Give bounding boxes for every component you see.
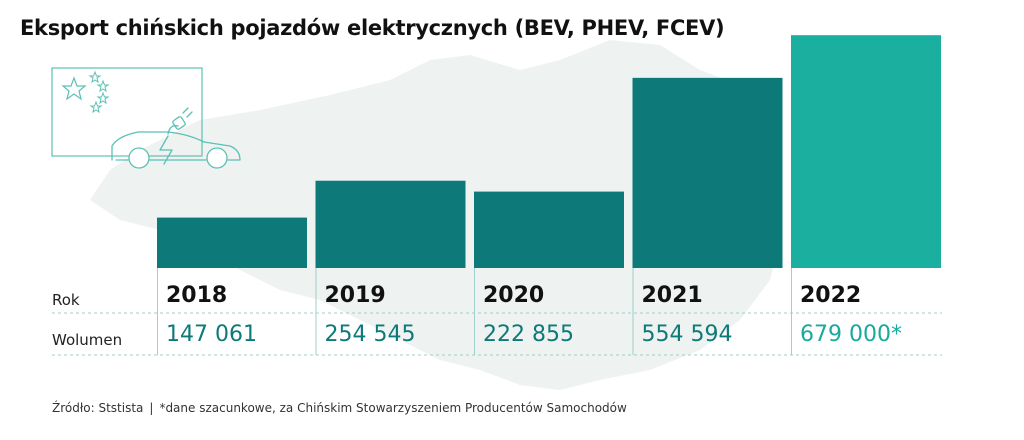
- bar-2018: [157, 217, 307, 268]
- electric-car-icon: [111, 131, 241, 169]
- bar-2021: [632, 77, 783, 268]
- bar-2022: [791, 35, 941, 269]
- chart-title: Eksport chińskich pojazdów elektrycznych…: [20, 16, 725, 40]
- china-flag-icon: [51, 67, 203, 157]
- bar-2019: [315, 180, 466, 268]
- bar-2020: [474, 191, 624, 268]
- data-label-2019: 254 545: [324, 322, 416, 347]
- source-text: Źródło: Ststista: [52, 401, 144, 415]
- charging-plug-icon: [167, 107, 193, 135]
- tick-label-2021: 2021: [641, 283, 703, 308]
- tick-label-2020: 2020: [483, 283, 545, 308]
- data-label-2021: 554 594: [641, 322, 733, 347]
- data-label-2018: 147 061: [166, 322, 257, 347]
- tick-label-2019: 2019: [324, 283, 386, 308]
- tick-label-2022: 2022: [800, 283, 862, 308]
- data-label-2022: 679 000*: [800, 322, 902, 347]
- footer-separator: |: [149, 401, 154, 415]
- footer-note: Źródło: Ststista | *dane szacunkowe, za Ch…: [52, 401, 627, 415]
- row-label-year: Rok: [52, 291, 80, 309]
- row-label-volume: Wolumen: [52, 331, 123, 349]
- estimate-note: *dane szacunkowe, za Chińskim Stowarzysz…: [159, 401, 627, 415]
- data-label-2020: 222 855: [483, 322, 574, 347]
- tick-label-2018: 2018: [166, 283, 228, 308]
- flag-big-star-icon: [61, 76, 87, 101]
